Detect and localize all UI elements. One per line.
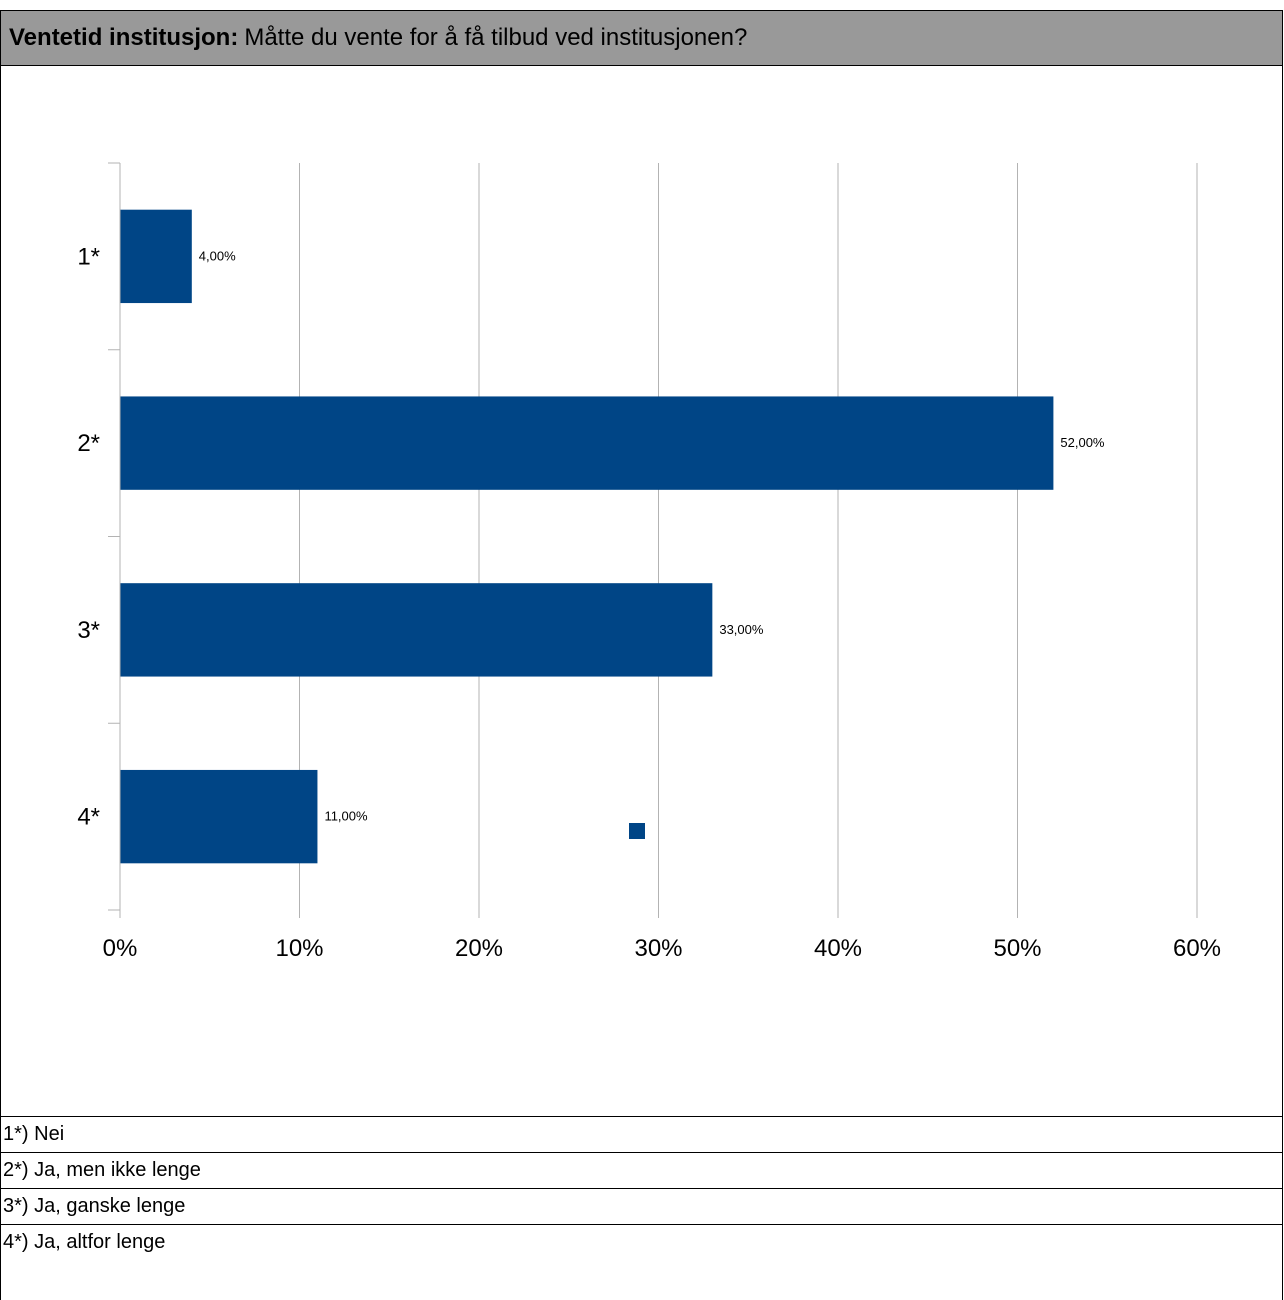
bar: [120, 769, 318, 864]
category-label: 1*: [77, 243, 100, 270]
bar: [120, 396, 1054, 490]
x-tick-label: 10%: [275, 935, 323, 962]
x-tick-label: 0%: [103, 935, 138, 962]
footnote-1: 1*) Nei: [0, 1116, 1283, 1152]
category-label: 3*: [77, 617, 100, 644]
x-tick-label: 20%: [455, 935, 503, 962]
category-label: 2*: [77, 430, 100, 457]
x-tick-label: 60%: [1173, 935, 1221, 962]
data-label: 11,00%: [324, 809, 368, 824]
survey-frame: [0, 10, 1283, 1300]
bar: [120, 209, 192, 304]
bar: [120, 583, 713, 677]
question-title: Ventetid institusjon:: [9, 24, 239, 51]
legend-swatch: [629, 823, 645, 839]
data-label: 52,00%: [1060, 435, 1105, 450]
x-tick-label: 50%: [993, 935, 1041, 962]
data-label: 4,00%: [199, 248, 236, 263]
category-label: 4*: [77, 804, 100, 831]
footnote-2: 2*) Ja, men ikke lenge: [0, 1152, 1283, 1188]
bar-chart: 0% 10% 20% 30% 40% 50% 60% 1* 4,00% 2* 52,00% 3* 33,…: [77, 162, 1221, 962]
data-label: 33,00%: [719, 622, 764, 637]
x-tick-label: 40%: [814, 935, 862, 962]
question-text: Måtte du vente for å få tilbud ved insti…: [244, 24, 748, 51]
x-tick-label: 30%: [634, 935, 682, 962]
question-header: Ventetid institusjon: Måtte du vente for…: [0, 10, 1283, 66]
chart-area: 0% 10% 20% 30% 40% 50% 60% 1* 4,00% 2* 52,00% 3* 33,…: [0, 66, 1283, 1116]
footnote-3: 3*) Ja, ganske lenge: [0, 1188, 1283, 1224]
footnote-4: 4*) Ja, altfor lenge: [0, 1224, 1283, 1260]
